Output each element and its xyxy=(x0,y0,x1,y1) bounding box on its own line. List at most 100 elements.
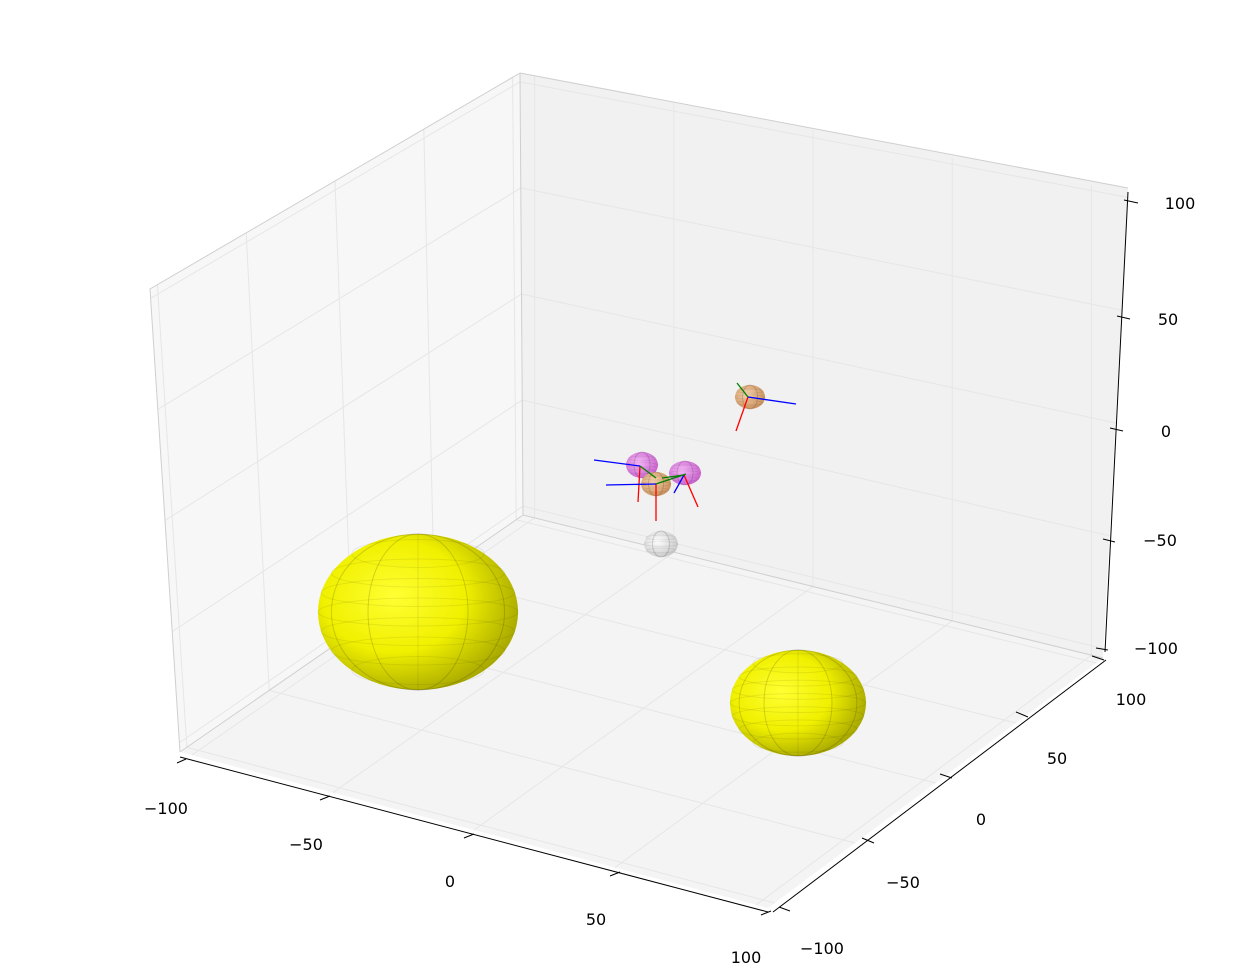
small-white-sphere-facet-band xyxy=(645,534,677,541)
orange-sphere-2-facet-band xyxy=(736,400,764,406)
x-tick-mark xyxy=(760,910,772,916)
triad-orange-1 xyxy=(605,473,687,521)
data-marks xyxy=(317,382,867,757)
large-yellow-sphere-left-facet-band xyxy=(330,558,506,588)
large-yellow-sphere-left-facet-band xyxy=(320,616,516,647)
z-tick-label: 50 xyxy=(1158,310,1178,329)
pink-sphere-2-body xyxy=(669,461,701,485)
y-tick-mark xyxy=(1091,655,1105,661)
triad-pink-2-x-axis xyxy=(683,474,699,508)
y-tick-label: 0 xyxy=(976,810,986,829)
large-yellow-sphere-left-facet-band xyxy=(351,538,485,569)
y-tick-mark xyxy=(939,773,953,779)
small-white-sphere-facet-band xyxy=(645,547,677,554)
triad-orange-1-z-axis xyxy=(655,473,687,485)
y-tick-label: 50 xyxy=(1047,749,1067,768)
z-gridline xyxy=(521,293,1116,424)
x-tick-label: 0 xyxy=(445,872,455,891)
z-axis-ticks: −100 −50 0 50 100 xyxy=(1095,194,1196,658)
x-tick-mark xyxy=(176,758,187,764)
z-tick-label: −50 xyxy=(1143,531,1177,550)
pink-sphere-2-facet-meridian xyxy=(676,460,694,486)
large-yellow-sphere-left-facet-band xyxy=(330,636,506,666)
z-gridline xyxy=(522,399,1110,537)
z-gridline xyxy=(520,187,1122,311)
pink-sphere-2-facet-meridian xyxy=(676,460,694,486)
small-white-sphere-facet-meridian xyxy=(652,530,670,558)
z-tick-mark xyxy=(1123,199,1139,204)
y-gridline xyxy=(186,746,775,904)
y-tick-mark xyxy=(778,906,791,912)
pink-sphere-2 xyxy=(668,460,702,486)
large-yellow-sphere-left-facet-meridian xyxy=(367,533,469,691)
z-tick-mark xyxy=(1109,427,1124,432)
z-axis-line xyxy=(1104,191,1129,653)
x-tick-label: 100 xyxy=(731,948,762,967)
back-pane xyxy=(520,73,1128,658)
z-tick-mark xyxy=(1102,538,1116,543)
y-tick-label: −100 xyxy=(800,939,844,958)
left-pane xyxy=(150,73,523,752)
orange-sphere-2-facet-meridian xyxy=(742,384,758,410)
orange-sphere-1-facet-band xyxy=(642,475,670,481)
x-tick-label: −50 xyxy=(289,835,323,854)
triad-pink-1-z-axis xyxy=(639,465,657,479)
triad-pink-1-y-axis xyxy=(593,459,641,467)
large-yellow-sphere-right-body xyxy=(730,650,866,756)
z-tick-label: 100 xyxy=(1165,194,1196,213)
triad-orange-1-y-axis xyxy=(605,483,657,486)
pink-sphere-1-body xyxy=(626,452,658,478)
orange-sphere-2-facet-band xyxy=(734,394,766,400)
large-yellow-sphere-left-facet-band xyxy=(320,577,516,608)
pink-sphere-1 xyxy=(625,451,659,479)
x-axis-ticks: −100 −50 0 50 100 xyxy=(144,758,772,967)
z-tick-label: −100 xyxy=(1134,639,1178,658)
large-yellow-sphere-right-facet-band xyxy=(752,653,844,674)
large-yellow-sphere-right-facet-meridian xyxy=(738,649,858,757)
large-yellow-sphere-left xyxy=(317,533,519,691)
z-tick-label: 0 xyxy=(1161,422,1171,441)
y-gridline xyxy=(423,129,435,577)
large-yellow-sphere-left-facet-band xyxy=(351,655,485,686)
large-yellow-sphere-left-facet-band xyxy=(317,597,519,627)
large-yellow-sphere-right-facet-meridian xyxy=(738,649,858,757)
y-gridline xyxy=(245,232,270,691)
y-tick-mark xyxy=(1015,711,1029,718)
z-gridline xyxy=(519,81,1128,198)
large-yellow-sphere-right-facet-band xyxy=(752,732,844,753)
y-gridline xyxy=(516,519,1097,664)
triad-orange-2-z-axis xyxy=(736,382,749,398)
small-white-sphere-body xyxy=(644,531,678,557)
x-tick-label: −100 xyxy=(144,799,188,818)
y-gridline xyxy=(512,77,517,520)
orange-sphere-2-facet-meridian xyxy=(742,384,758,410)
triad-orange-2-y-axis xyxy=(747,396,797,405)
x-tick-mark xyxy=(319,795,331,801)
y-tick-mark xyxy=(861,837,875,844)
y-gridline xyxy=(156,284,188,748)
large-yellow-sphere-right-facet-band xyxy=(738,666,858,687)
pink-sphere-1-facet-band xyxy=(627,455,657,462)
axes-panes xyxy=(150,73,1128,908)
pane-edge-left xyxy=(149,72,521,753)
small-white-sphere-facet-meridian xyxy=(652,530,670,558)
pane-edge-back xyxy=(519,72,1129,189)
y-axis-ticks: −100 −50 0 50 100 xyxy=(778,655,1147,958)
large-yellow-sphere-right-facet-band xyxy=(731,706,865,727)
large-yellow-sphere-left-facet-meridian xyxy=(367,533,469,691)
pink-sphere-2-facet-band xyxy=(670,464,700,470)
y-gridline xyxy=(269,689,856,844)
triad-orange-2 xyxy=(735,382,797,432)
large-yellow-sphere-right-facet-band xyxy=(731,679,865,700)
small-white-sphere xyxy=(643,530,679,558)
pane-edge-floor-back xyxy=(179,514,1104,753)
large-yellow-sphere-right-facet-band xyxy=(738,719,858,740)
pink-sphere-2-facet-band xyxy=(668,470,702,476)
large-yellow-sphere-right-facet-band xyxy=(729,692,867,714)
x-tick-label: 50 xyxy=(586,910,606,929)
z-tick-mark xyxy=(1095,647,1109,651)
y-tick-label: 100 xyxy=(1116,690,1147,709)
pane-edges xyxy=(149,72,1129,753)
triad-pink-2-y-axis xyxy=(673,474,685,494)
